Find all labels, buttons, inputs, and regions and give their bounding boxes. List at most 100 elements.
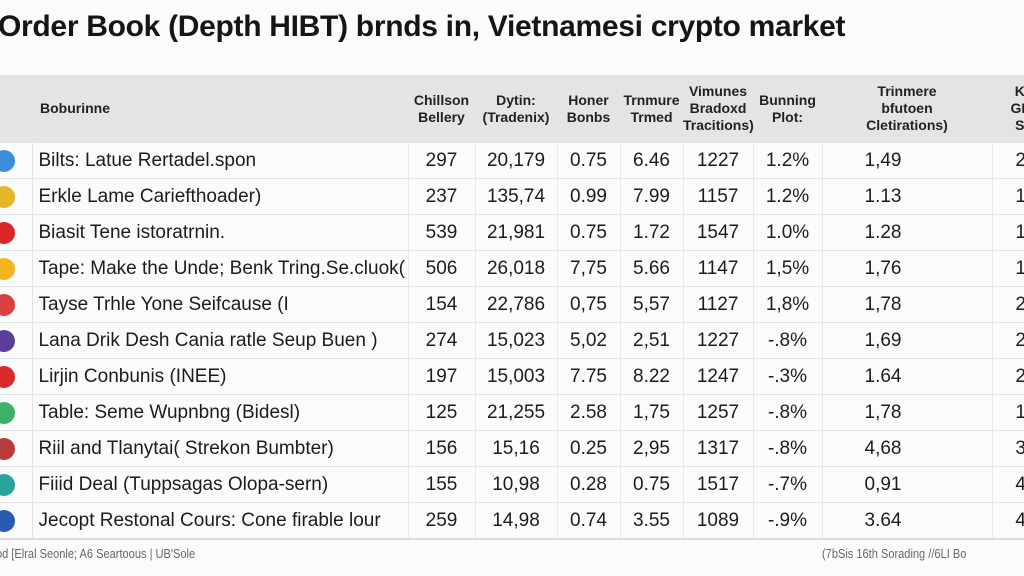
table-row[interactable]: Table: Seme Wupnbng (Bidesl) 125 21,255 2.5… xyxy=(0,394,1024,431)
header-line: Sol xyxy=(1015,117,1024,133)
cell-c8: 19 xyxy=(992,178,1024,215)
header-c3[interactable]: Honer Bonbs xyxy=(557,75,620,143)
cell-c4: 0.75 xyxy=(620,466,684,503)
header-c4[interactable]: Trnmure Trmed xyxy=(620,75,683,143)
table-row[interactable]: Lirjin Conbunis (INEE) 197 15,003 7.75 8.22 1… xyxy=(0,358,1024,395)
cell-c8: 13 xyxy=(992,214,1024,251)
cell-c1: 539 xyxy=(408,214,476,251)
cell-c4: 1,75 xyxy=(620,394,684,431)
cell-c5: 1089 xyxy=(683,502,754,540)
cell-c8: 20 xyxy=(992,322,1024,359)
cell-c5: 1147 xyxy=(683,250,754,287)
row-icon-cell xyxy=(0,250,33,287)
cell-c2: 15,003 xyxy=(475,358,558,395)
cell-c6: -.3% xyxy=(753,358,823,395)
header-line: Bunning xyxy=(759,91,816,108)
row-name: Lirjin Conbunis (INEE) xyxy=(32,358,409,395)
cell-c3: 7,75 xyxy=(557,250,621,287)
row-icon-cell xyxy=(0,394,33,431)
cell-c8: 40 xyxy=(992,466,1024,503)
cell-c3: 2.58 xyxy=(557,394,621,431)
cell-c5: 1227 xyxy=(683,142,754,179)
header-line: Dytin: xyxy=(496,91,536,108)
row-name: Lana Drik Desh Cania ratle Seup Buen ) xyxy=(32,322,409,359)
table-row[interactable]: Fiiid Deal (Tuppsagas Olopa-sern) 155 10,9… xyxy=(0,466,1024,503)
header-c7[interactable]: Trinmere bfutoen Cletirations) xyxy=(822,75,992,143)
row-icon-cell xyxy=(0,466,33,503)
header-line: Bellery xyxy=(418,108,465,125)
cell-c4: 6.46 xyxy=(620,142,684,179)
cell-c7: 4,68 xyxy=(822,430,993,467)
cell-c6: 1,5% xyxy=(753,250,823,287)
cell-c3: 5,02 xyxy=(557,322,621,359)
header-c6[interactable]: Bunning Plot: xyxy=(753,75,822,143)
footer-left-text: od [Elral Seonle; A6 Seartoous | UB'Sole xyxy=(0,546,196,561)
table-row[interactable]: Jecopt Restonal Cours: Cone firable lour… xyxy=(0,502,1024,540)
cell-c7: 1,78 xyxy=(822,394,993,431)
cell-c8: 22 xyxy=(992,142,1024,179)
order-book-table: Boburinne Chillson Bellery Dytin: (Tradeni… xyxy=(0,75,1024,540)
red-circle-icon xyxy=(0,221,15,244)
cell-c4: 7.99 xyxy=(620,178,684,215)
header-c2[interactable]: Dytin: (Tradenix) xyxy=(475,75,557,143)
cell-c2: 135,74 xyxy=(475,178,558,215)
purple-badge-icon xyxy=(0,329,15,352)
header-line: Chillson xyxy=(413,91,470,108)
cell-c1: 154 xyxy=(408,286,476,323)
shield-icon xyxy=(0,437,15,460)
cell-c2: 21,255 xyxy=(475,394,558,431)
cell-c8: 29 xyxy=(992,286,1024,323)
table-row[interactable]: Erkle Lame Cariefthoader) 237 135,74 0.99 7.… xyxy=(0,178,1024,215)
cell-c5: 1157 xyxy=(683,178,754,215)
header-c8[interactable]: KetGRASol xyxy=(992,75,1024,143)
teal-book-icon xyxy=(0,473,15,496)
cell-c7: 1,78 xyxy=(822,286,993,323)
row-icon-cell xyxy=(0,358,33,395)
row-name: Erkle Lame Cariefthoader) xyxy=(32,178,409,215)
table-row[interactable]: Tayse Trhle Yone Seifcause (I 154 22,786 0,… xyxy=(0,286,1024,323)
row-icon-cell xyxy=(0,142,33,179)
cell-c7: 1.64 xyxy=(822,358,993,395)
table-row[interactable]: Biasit Tene istoratrnin. 539 21,981 0.75 1.7… xyxy=(0,214,1024,251)
cell-c2: 15,023 xyxy=(475,322,558,359)
row-icon-cell xyxy=(0,178,33,215)
row-name: Jecopt Restonal Cours: Cone firable lour xyxy=(32,502,409,540)
header-name[interactable]: Boburinne xyxy=(32,75,408,143)
header-line: Bradoxd xyxy=(689,100,747,116)
chrome-icon xyxy=(0,185,15,208)
cell-c7: 3.64 xyxy=(822,502,993,540)
cell-c1: 259 xyxy=(408,502,476,540)
cell-c4: 8.22 xyxy=(620,358,684,395)
cell-c8: 19 xyxy=(992,250,1024,287)
header-line: Tracitions) xyxy=(683,117,754,133)
cell-c5: 1317 xyxy=(683,430,754,467)
header-c5[interactable]: Vimunes Bradoxd Tracitions) xyxy=(683,75,754,143)
table-row[interactable]: Bilts: Latue Rertadel.spon 297 20,179 0.75 6… xyxy=(0,142,1024,179)
cell-c3: 0.99 xyxy=(557,178,621,215)
cell-c2: 26,018 xyxy=(475,250,558,287)
header-line: Plot: xyxy=(771,108,804,125)
header-line: Vimunes xyxy=(688,83,748,99)
cell-c5: 1247 xyxy=(683,358,754,395)
cell-c8: 18 xyxy=(992,394,1024,431)
table-row[interactable]: Lana Drik Desh Cania ratle Seup Buen ) 27… xyxy=(0,322,1024,359)
header-line: bfutoen xyxy=(881,100,933,116)
row-icon-cell xyxy=(0,286,33,323)
cell-c6: -.8% xyxy=(753,430,823,467)
cell-c8: 23 xyxy=(992,358,1024,395)
table-row[interactable]: Riil and Tlanytai( Strekon Bumbter) 156 15… xyxy=(0,430,1024,467)
cell-c3: 0,75 xyxy=(557,286,621,323)
cell-c7: 1,76 xyxy=(822,250,993,287)
cell-c1: 237 xyxy=(408,178,476,215)
table-row[interactable]: Tape: Make the Unde; Benk Tring.Se.cluok… xyxy=(0,250,1024,287)
row-name: Tape: Make the Unde; Benk Tring.Se.cluok… xyxy=(32,250,409,287)
cell-c5: 1547 xyxy=(683,214,754,251)
cell-c2: 14,98 xyxy=(475,502,558,540)
header-c1[interactable]: Chillson Bellery xyxy=(408,75,475,143)
blue-globe-icon xyxy=(0,149,15,172)
cell-c5: 1517 xyxy=(683,466,754,503)
cell-c1: 125 xyxy=(408,394,476,431)
cell-c1: 297 xyxy=(408,142,476,179)
cell-c1: 155 xyxy=(408,466,476,503)
cell-c6: -.8% xyxy=(753,394,823,431)
